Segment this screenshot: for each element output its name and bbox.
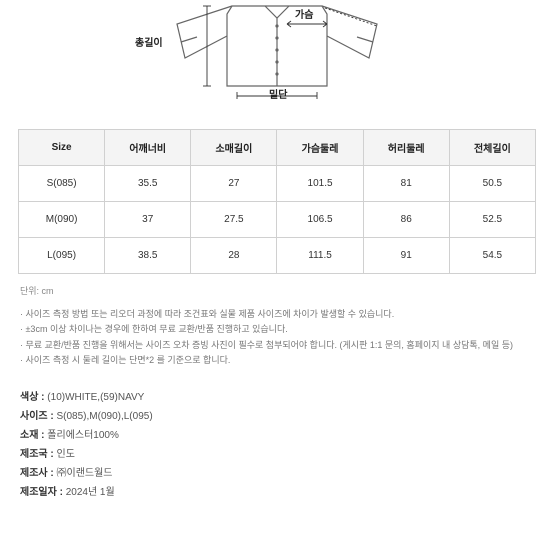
col-sleeve: 소매길이 xyxy=(191,130,277,166)
info-size: 사이즈 : S(085),M(090),L(095) xyxy=(20,407,534,426)
garment-diagram: 총길이 가슴 밑단 xyxy=(137,4,417,99)
product-info-block: 색상 : (10)WHITE,(59)NAVY 사이즈 : S(085),M(0… xyxy=(0,372,554,506)
note-line: · ±3cm 이상 차이나는 경우에 한하여 무료 교환/반품 진행하고 있습니… xyxy=(20,322,534,337)
col-size: Size xyxy=(19,130,105,166)
size-table: Size 어깨너비 소매길이 가슴둘레 허리둘레 전체길이 S(085) 35.… xyxy=(18,129,536,274)
info-date: 제조일자 : 2024년 1월 xyxy=(20,483,534,502)
table-row: S(085) 35.5 27 101.5 81 50.5 xyxy=(19,166,536,202)
garment-diagram-container: 총길이 가슴 밑단 xyxy=(0,0,554,129)
info-color: 색상 : (10)WHITE,(59)NAVY xyxy=(20,388,534,407)
col-chest: 가슴둘레 xyxy=(277,130,363,166)
info-origin: 제조국 : 인도 xyxy=(20,445,534,464)
label-hem: 밑단 xyxy=(269,86,287,101)
size-table-container: Size 어깨너비 소매길이 가슴둘레 허리둘레 전체길이 S(085) 35.… xyxy=(0,129,554,274)
label-length: 총길이 xyxy=(135,34,163,49)
shirt-outline-svg xyxy=(137,4,417,99)
table-row: L(095) 38.5 28 111.5 91 54.5 xyxy=(19,238,536,274)
note-line: · 사이즈 측정 시 둘레 길이는 단면*2 를 기준으로 합니다. xyxy=(20,353,534,368)
label-chest: 가슴 xyxy=(295,6,313,21)
note-line: · 사이즈 측정 방법 또는 리오더 과정에 따라 조건표와 실물 제품 사이즈… xyxy=(20,307,534,322)
table-row: M(090) 37 27.5 106.5 86 52.5 xyxy=(19,202,536,238)
table-header-row: Size 어깨너비 소매길이 가슴둘레 허리둘레 전체길이 xyxy=(19,130,536,166)
col-waist: 허리둘레 xyxy=(363,130,449,166)
col-total: 전체길이 xyxy=(449,130,535,166)
info-maker: 제조사 : ㈜이랜드월드 xyxy=(20,464,534,483)
notes-block: · 사이즈 측정 방법 또는 리오더 과정에 따라 조건표와 실물 제품 사이즈… xyxy=(0,303,554,372)
unit-text: 단위: cm xyxy=(0,274,554,303)
note-line: · 무료 교환/반품 진행을 위해서는 사이즈 오차 증빙 사진이 필수로 첨부… xyxy=(20,338,534,353)
col-shoulder: 어깨너비 xyxy=(105,130,191,166)
info-material: 소재 : 폴리에스터100% xyxy=(20,426,534,445)
